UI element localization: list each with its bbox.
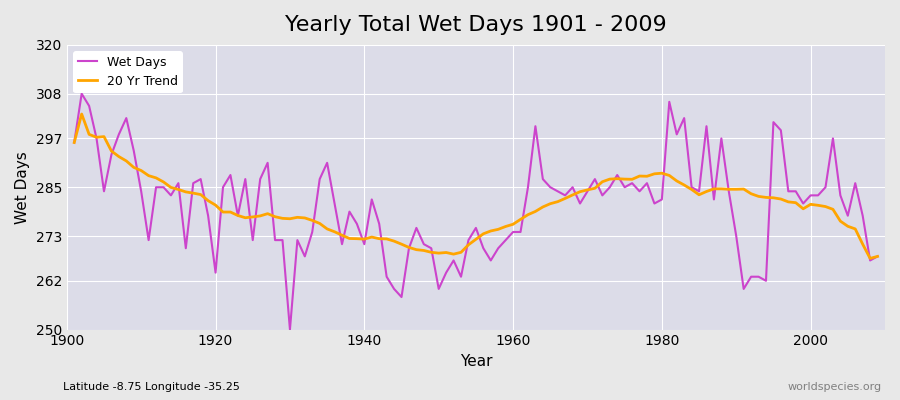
- Y-axis label: Wet Days: Wet Days: [15, 151, 30, 224]
- Wet Days: [515, 230, 526, 234]
- 20 Yr Trend: [872, 254, 883, 259]
- Wet Days: [136, 189, 147, 194]
- Wet Days: [68, 140, 79, 145]
- Wet Days: [523, 185, 534, 190]
- Wet Days: [284, 327, 295, 332]
- Wet Days: [872, 254, 883, 259]
- 20 Yr Trend: [68, 140, 79, 145]
- X-axis label: Year: Year: [460, 354, 492, 369]
- Line: 20 Yr Trend: 20 Yr Trend: [74, 114, 878, 258]
- 20 Yr Trend: [508, 222, 518, 227]
- Text: Latitude -8.75 Longitude -35.25: Latitude -8.75 Longitude -35.25: [63, 382, 240, 392]
- 20 Yr Trend: [605, 177, 616, 182]
- 20 Yr Trend: [344, 236, 355, 241]
- Line: Wet Days: Wet Days: [74, 94, 878, 330]
- Title: Yearly Total Wet Days 1901 - 2009: Yearly Total Wet Days 1901 - 2009: [285, 15, 667, 35]
- 20 Yr Trend: [865, 256, 876, 261]
- 20 Yr Trend: [136, 168, 147, 173]
- Wet Days: [307, 230, 318, 234]
- Wet Days: [612, 173, 623, 178]
- Legend: Wet Days, 20 Yr Trend: Wet Days, 20 Yr Trend: [73, 51, 183, 93]
- 20 Yr Trend: [300, 216, 310, 220]
- Text: worldspecies.org: worldspecies.org: [788, 382, 882, 392]
- 20 Yr Trend: [76, 112, 87, 116]
- Wet Days: [76, 91, 87, 96]
- 20 Yr Trend: [515, 217, 526, 222]
- Wet Days: [352, 222, 363, 226]
